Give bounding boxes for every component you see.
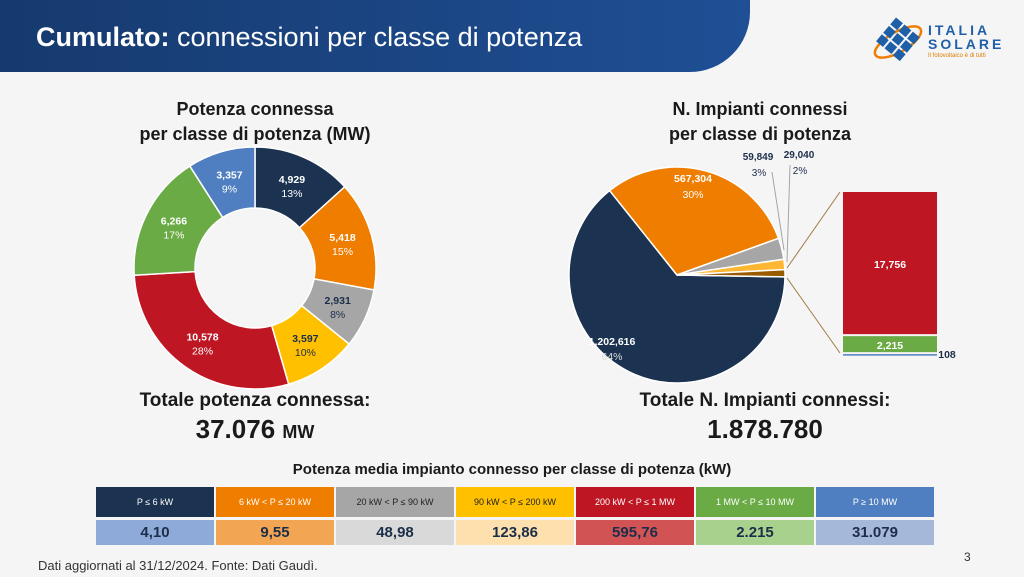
pie-slice [676, 268, 786, 278]
donut-value-label: 6,266 [161, 216, 187, 228]
table-header-cell: P ≤ 6 kW [96, 487, 214, 517]
donut-value-label: 2,931 [325, 295, 351, 307]
donut-value-label: 10,578 [186, 331, 218, 343]
logo-line2: SOLARE [928, 36, 1005, 52]
left-total-label: Totale potenza connessa: [139, 390, 371, 411]
table-value-cell: 595,76 [576, 520, 694, 545]
logo-tagline: Il fotovoltaico è di tutti [928, 53, 986, 59]
bar-value-label: 2,215 [877, 340, 903, 352]
left-chart-title: Potenza connessa per classe di potenza (M… [139, 99, 371, 144]
table-header-cell: P ≥ 10 MW [816, 487, 934, 517]
italia-solare-logo: ITALIA SOLARE Il fotovoltaico è di tutti [872, 16, 1012, 64]
donut-percent-label: 10% [295, 347, 316, 359]
leader-line [786, 164, 791, 263]
table-value-cell: 9,55 [216, 520, 334, 545]
bar-segment [843, 192, 937, 335]
table-header-cell: 90 kW < P ≤ 200 kW [456, 487, 574, 517]
connector-line [786, 277, 841, 354]
donut-slice [133, 270, 290, 390]
bar-value-label: 17,756 [874, 259, 906, 271]
page-title: Cumulato: connessioni per classe di pote… [36, 22, 583, 52]
donut-percent-label: 9% [222, 184, 237, 196]
bar-segment [843, 354, 937, 356]
table-header-cell: 6 kW < P ≤ 20 kW [216, 487, 334, 517]
pie-value-label: 29,040 [784, 150, 815, 161]
left-total-value: 37.076 MW [195, 414, 315, 444]
logo-line1: ITALIA [928, 22, 991, 38]
donut-slice [133, 165, 224, 277]
donut-value-label: 3,597 [292, 333, 318, 345]
pie-value-label: 1,202,616 [589, 336, 636, 348]
pie-percent-label: 2% [793, 166, 808, 177]
leader-line [771, 171, 785, 251]
pie-percent-label: 3% [752, 168, 767, 179]
pie-slice [608, 166, 780, 276]
bar-segment [843, 336, 937, 353]
donut-value-label: 5,418 [329, 232, 355, 244]
right-total-label: Totale N. Impianti connessi: [639, 390, 891, 411]
table-header-cell: 20 kW < P ≤ 90 kW [336, 487, 454, 517]
donut-percent-label: 28% [192, 345, 213, 357]
donut-value-label: 4,929 [279, 174, 305, 186]
right-chart-title: N. Impianti connessi per classe di potenz… [668, 99, 852, 144]
table-title: Potenza media impianto connesso per clas… [292, 461, 732, 478]
table-value-cell: 48,98 [336, 520, 454, 545]
donut-percent-label: 13% [281, 188, 302, 200]
right-total-value: 1.878.780 [707, 414, 823, 444]
solar-panel-icon [873, 17, 923, 62]
table-value-cell: 2.215 [696, 520, 814, 545]
table-header-cell: 1 MW < P ≤ 10 MW [696, 487, 814, 517]
pie-percent-label: 64% [601, 351, 622, 363]
table-value-cell: 123,86 [456, 520, 574, 545]
header-banner: Cumulato: connessioni per classe di pote… [0, 0, 750, 72]
bar-value-label: 108 [938, 349, 956, 361]
donut-value-label: 3,357 [216, 170, 242, 182]
table-value-cell: 31.079 [816, 520, 934, 545]
donut-slice [188, 146, 256, 219]
footer-source: Dati aggiornati al 31/12/2024. Fonte: Da… [38, 558, 318, 573]
pie-value-label: 567,304 [674, 173, 712, 185]
table-header-cell: 200 kW < P ≤ 1 MW [576, 487, 694, 517]
donut-percent-label: 8% [330, 309, 345, 321]
connector-line [786, 191, 841, 269]
donut-percent-label: 17% [163, 230, 184, 242]
pie-value-label: 59,849 [743, 152, 774, 163]
pie-slice [568, 189, 786, 384]
pie-percent-label: 30% [682, 189, 703, 201]
page-number: 3 [964, 550, 971, 564]
table-value-cell: 4,10 [96, 520, 214, 545]
donut-percent-label: 15% [332, 246, 353, 258]
